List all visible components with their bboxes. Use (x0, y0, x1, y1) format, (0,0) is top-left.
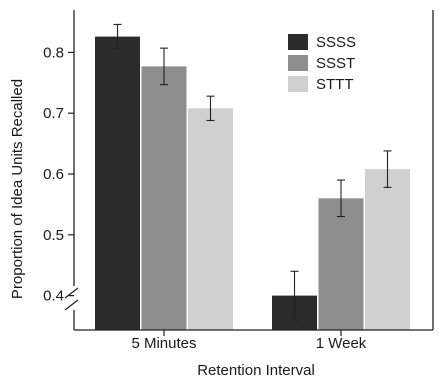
error-bars-layer (113, 23, 392, 321)
bar-sttt-2 (365, 169, 410, 330)
legend-label-ssss: SSSS (316, 34, 356, 51)
legend-swatch-ssss (288, 34, 308, 50)
legend-label-ssst: SSST (316, 55, 355, 72)
x-axis-title: Retention Interval (197, 362, 315, 379)
legend: SSSS SSST STTT (288, 34, 356, 93)
axis-break-mark-1 (64, 287, 79, 299)
legend-label-sttt: STTT (316, 76, 354, 93)
y-tick-label: 0.4 (43, 288, 64, 305)
axis-break-mark-2 (64, 299, 79, 311)
legend-swatch-sttt (288, 76, 308, 92)
bars-layer (95, 36, 410, 330)
bar-ssst-1 (141, 66, 187, 330)
y-tick-label: 0.8 (43, 44, 64, 61)
axes-layer: 0.4 0.5 0.6 0.7 0.8 5 Minutes 1 Week (43, 10, 434, 352)
y-tick-label: 0.7 (43, 105, 64, 122)
bar-ssst-2 (318, 198, 364, 330)
y-tick-label: 0.5 (43, 227, 64, 244)
x-tick-label: 1 Week (316, 335, 367, 352)
bar-ssss-1 (95, 36, 140, 330)
legend-swatch-ssst (288, 55, 308, 71)
y-tick-label: 0.6 (43, 166, 64, 183)
x-tick-label: 5 Minutes (131, 335, 196, 352)
bar-sttt-1 (188, 108, 233, 330)
y-axis-title: Proportion of Idea Units Recalled (9, 79, 26, 299)
